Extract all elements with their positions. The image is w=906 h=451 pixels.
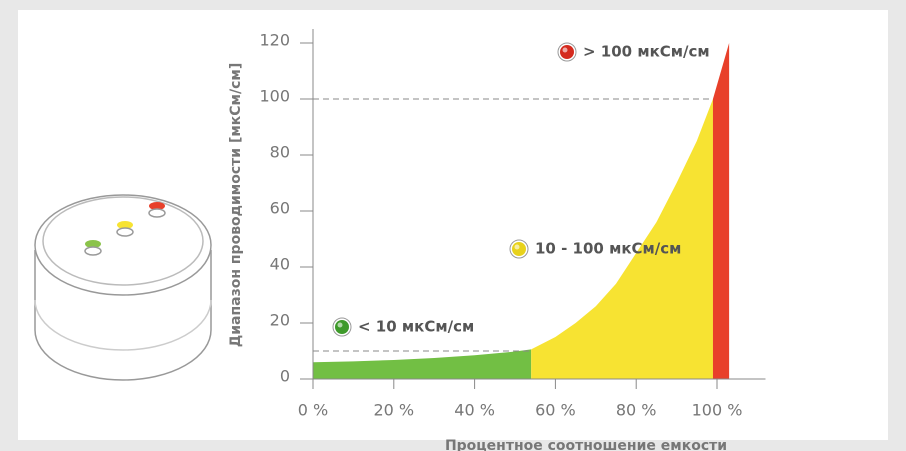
annotation: > 100 мкСм/см xyxy=(583,43,710,61)
y-tick-label: 0 xyxy=(280,367,290,386)
annotation: 10 - 100 мкСм/см xyxy=(535,240,681,258)
area xyxy=(313,349,532,379)
x-tick-label: 40 % xyxy=(454,401,495,420)
led-icon xyxy=(512,242,526,256)
y-tick-label: 20 xyxy=(270,311,290,330)
y-tick-label: 60 xyxy=(270,199,290,218)
led-icon xyxy=(335,320,349,334)
x-tick-label: 80 % xyxy=(616,401,657,420)
area xyxy=(531,99,713,379)
x-tick-label: 100 % xyxy=(692,401,743,420)
area xyxy=(712,43,730,379)
y-tick-label: 80 xyxy=(270,143,290,162)
y-axis-label: Диапазон проводимости [мкСм/см] xyxy=(228,63,244,348)
x-tick-label: 60 % xyxy=(535,401,576,420)
led-highlight xyxy=(337,322,343,328)
annotation: < 10 мкСм/см xyxy=(358,318,474,336)
led-icon xyxy=(560,45,574,59)
led-highlight xyxy=(562,47,568,53)
x-tick-label: 0 % xyxy=(298,401,328,420)
x-axis-label: Процентное соотношение емкости xyxy=(445,438,727,451)
y-tick-label: 100 xyxy=(259,87,290,106)
y-tick-label: 120 xyxy=(259,31,290,50)
led-highlight xyxy=(514,244,520,250)
x-tick-label: 20 % xyxy=(373,401,414,420)
device-illustration xyxy=(34,194,212,381)
y-tick-label: 40 xyxy=(270,255,290,274)
